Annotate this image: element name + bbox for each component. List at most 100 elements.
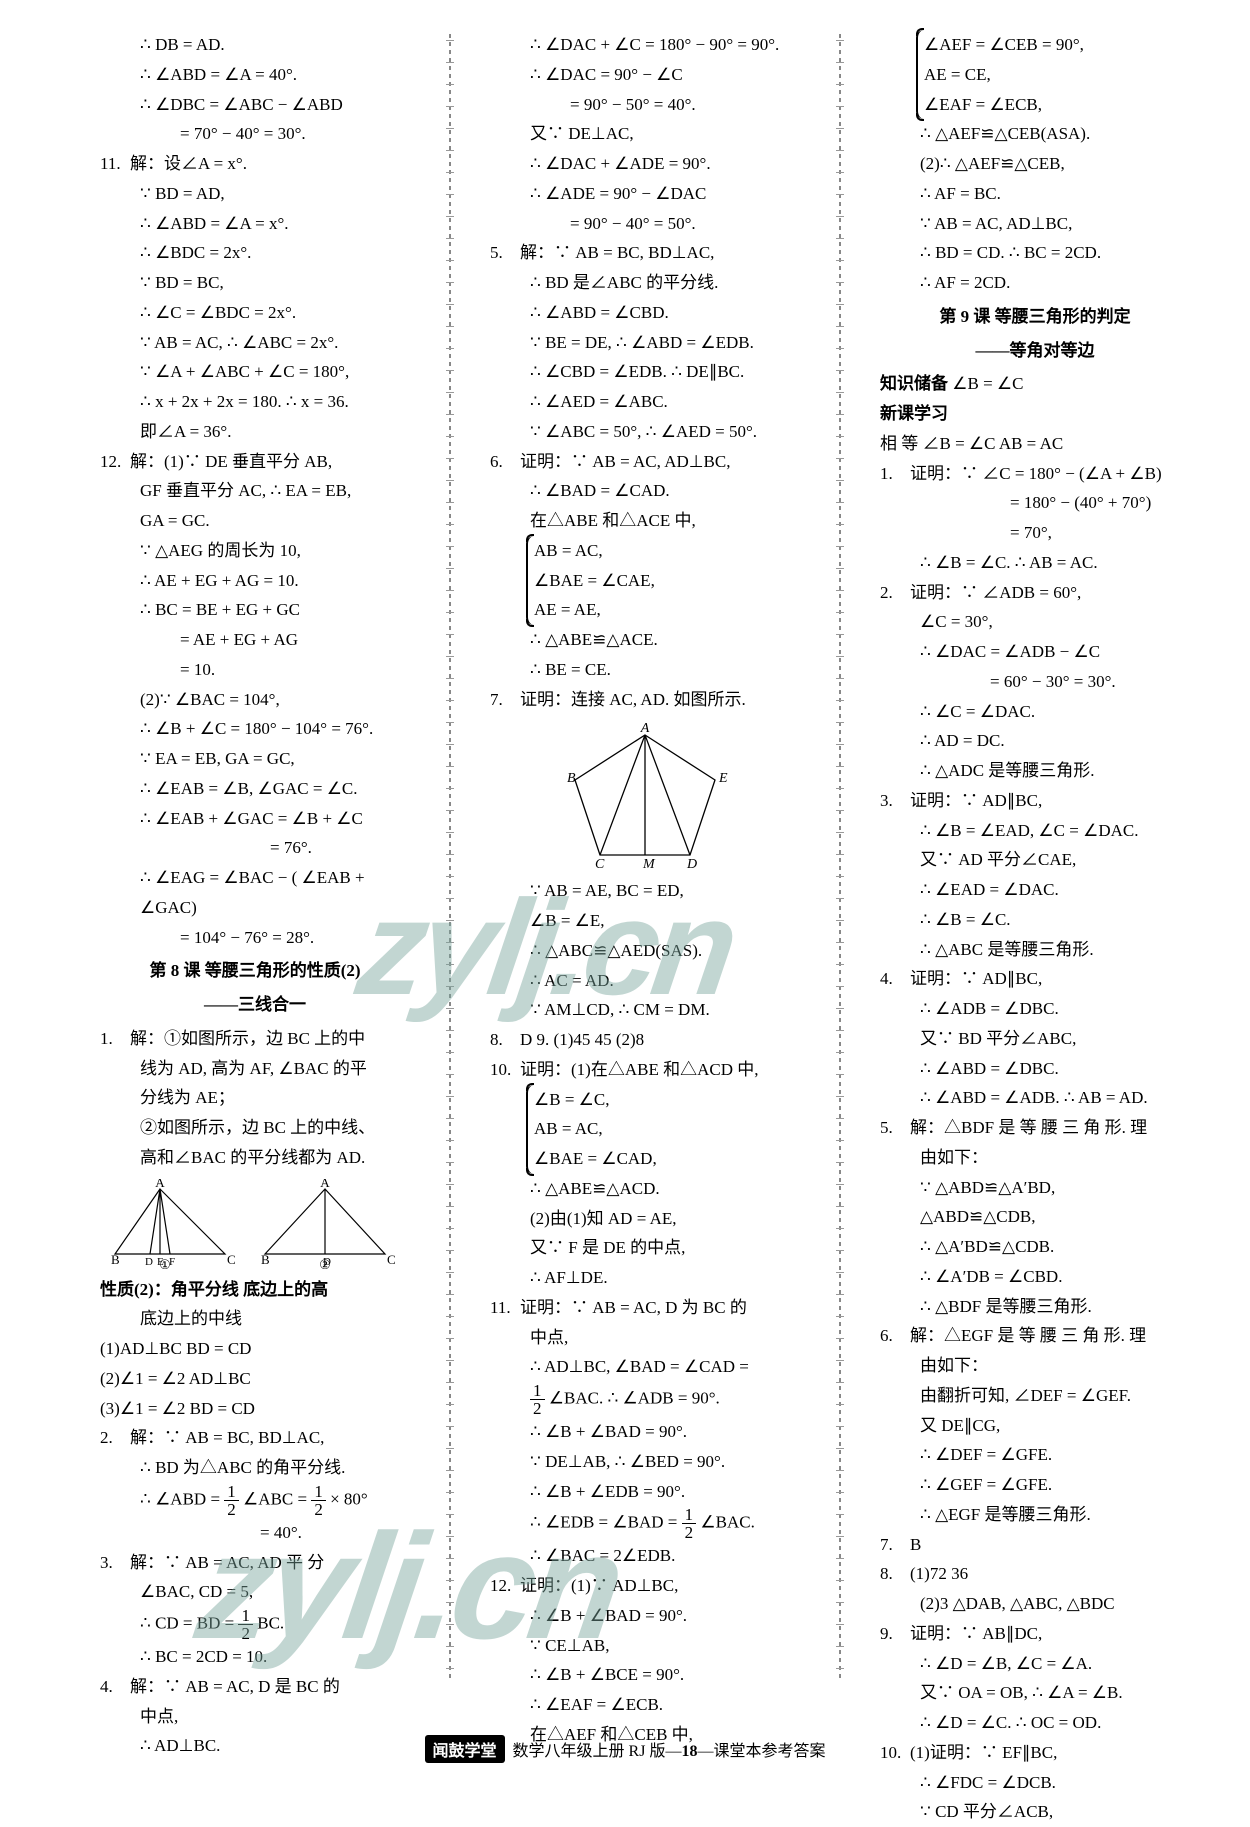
fraction-line: ∴ ∠EDB = ∠BAD = 12 ∠BAC. [490,1506,800,1541]
svg-text:M: M [642,857,656,870]
text: 中点, [490,1323,800,1353]
text: ∴ ∠C = ∠DAC. [880,697,1190,727]
text: = 40°. [100,1518,410,1548]
text: ∴ ∠BAC = 2∠EDB. [490,1541,800,1571]
text: ∴ ∠ABD = ∠A = x°. [100,209,410,239]
text: 高和∠BAC 的平分线都为 AD. [100,1143,410,1173]
denominator: 2 [224,1501,239,1518]
numerator: 1 [224,1483,239,1501]
text: ∴ AD⊥BC, ∠BAD = ∠CAD = [490,1352,800,1382]
text: = 104° − 76° = 28°. [100,923,410,953]
text: 由如下： [880,1351,1190,1381]
text: ∴ BD = CD. ∴ BC = 2CD. [880,238,1190,268]
item-4: 4.证明：∵ AD∥BC, [880,964,1190,994]
text: ∴ ∠ABD = ∠DBC. [880,1054,1190,1084]
text: ∠BAC. [696,1513,755,1532]
text: ∴ ∠B + ∠BCE = 90°. [490,1660,800,1690]
text: 解：∵ AB = AC, D 是 BC 的 [130,1677,340,1696]
text: 即∠A = 36°. [100,417,410,447]
text: 解：设∠A = x°. [130,154,247,173]
text: ∴ ∠ADE = 90° − ∠DAC [490,179,800,209]
text: 分线为 AE； [100,1083,410,1113]
text: ∴ ∠B = ∠EAD, ∠C = ∠DAC. [880,816,1190,846]
text: ∴ ∠B + ∠C = 180° − 104° = 76°. [100,714,410,744]
text: △ABD≌△CDB, [880,1202,1190,1232]
text: ∴ ∠BDC = 2x°. [100,238,410,268]
item-1: 1.证明：∵ ∠C = 180° − (∠A + ∠B) [880,459,1190,489]
text: 证明：∵ ∠C = 180° − (∠A + ∠B) [910,464,1162,483]
text: ∴ BC = 2CD = 10. [100,1642,410,1672]
denominator: 2 [311,1501,326,1518]
text: = 70°, [880,518,1190,548]
lesson-9-title: 第 9 课 等腰三角形的判定 [880,302,1190,332]
item-11: 11.解：设∠A = x°. [100,149,410,179]
text: 又∵ AD 平分∠CAE, [880,845,1190,875]
text: ∴ ∠DEF = ∠GFE. [880,1440,1190,1470]
pentagon-diagram: A B E C M D [545,720,745,870]
text: ∴ ∠B + ∠BAD = 90°. [490,1417,800,1447]
text: AE = AE, [534,595,800,625]
num-label: 12. [100,447,130,477]
text: (2)∵ ∠BAC = 104°, [100,685,410,715]
text: 由翻折可知, ∠DEF = ∠GEF. [880,1381,1190,1411]
brace-group: AB = AC, ∠BAE = ∠CAE, AE = AE, [526,536,800,625]
num-label: 9. [880,1619,910,1649]
text: ∴ AE + EG + AG = 10. [100,566,410,596]
svg-text:B: B [567,771,576,786]
footer-text: 数学八年级上册 RJ 版— [513,1743,682,1760]
svg-text:B: B [111,1252,120,1267]
text: ∵ CE⊥AB, [490,1631,800,1661]
text: AE = CE, [924,60,1190,90]
text: 解：∵ AB = BC, BD⊥AC, [520,243,714,262]
num-label: 7. [880,1530,910,1560]
text: ∠C = 30°, [880,607,1190,637]
text: ∴ ∠EDB = ∠BAD = [530,1513,682,1532]
text: ∴ DB = AD. [100,30,410,60]
text: AB = AC, [534,536,800,566]
num-label: 4. [880,964,910,994]
text: ∴ △AEF≌△CEB(ASA). [880,119,1190,149]
item-9: 9.证明：∵ AB∥DC, [880,1619,1190,1649]
page-footer: 闻鼓学堂 数学八年级上册 RJ 版—18—课堂本参考答案 [0,1735,1250,1763]
text: ∴ AF = 2CD. [880,268,1190,298]
text: ∠AEF = ∠CEB = 90°, [924,30,1190,60]
fraction-line: ∴ ∠ABD = 12 ∠ABC = 12 × 80° [100,1483,410,1518]
item-6: 6.证明：∵ AB = AC, AD⊥BC, [490,447,800,477]
num-label: 2. [100,1423,130,1453]
text: 解：∵ AB = AC, AD 平 分 [130,1553,324,1572]
text: 证明：连接 AC, AD. 如图所示. [520,690,746,709]
item-5: 5.解：△BDF 是 等 腰 三 角 形. 理 [880,1113,1190,1143]
text: 又∵ DE⊥AC, [490,119,800,149]
text: 解：△BDF 是 等 腰 三 角 形. 理 [910,1118,1147,1137]
text: ∴ AD = DC. [880,726,1190,756]
property-2: 性质(2)：角平分线 底边上的高 [100,1275,410,1305]
column-3: ∠AEF = ∠CEB = 90°, AE = CE, ∠EAF = ∠ECB,… [880,30,1190,1680]
text: ∴ ∠DBC = ∠ABC − ∠ABD [100,90,410,120]
text: ∴ ∠CBD = ∠EDB. ∴ DE∥BC. [490,357,800,387]
text: ∴ BD 为△ABC 的角平分线. [100,1453,410,1483]
item-8: 8.D 9. (1)45 45 (2)8 [490,1025,800,1055]
text: ∴ CD = BD = [140,1613,238,1632]
text: (3)∠1 = ∠2 BD = CD [100,1394,410,1424]
text: 由如下： [880,1143,1190,1173]
text: 证明：(1)在△ABE 和△ACD 中, [520,1060,758,1079]
text: ∴ ∠B = ∠C. ∴ AB = AC. [880,548,1190,578]
text: ∴ ∠B + ∠EDB = 90°. [490,1477,800,1507]
text: ∵ EA = EB, GA = GC, [100,744,410,774]
svg-text:A: A [320,1179,330,1190]
fraction-line: ∴ CD = BD = 12 BC. [100,1607,410,1642]
text: 在△ABE 和△ACE 中, [490,506,800,536]
text: ∴ x + 2x + 2x = 180. ∴ x = 36. [100,387,410,417]
text: (1)72 36 [910,1564,968,1583]
text: ∵ AM⊥CD, ∴ CM = DM. [490,995,800,1025]
text: ∵ AB = AC, ∴ ∠ABC = 2x°. [100,328,410,358]
text: ∠BAC. ∴ ∠ADB = 90°. [545,1388,720,1407]
text: = 70° − 40° = 30°. [100,119,410,149]
text: ∴ △EGF 是等腰三角形. [880,1500,1190,1530]
num-label: 5. [490,238,520,268]
text: ∴ BE = CE. [490,655,800,685]
text: GA = GC. [100,506,410,536]
text: ∴ ∠BAD = ∠CAD. [490,476,800,506]
num-label: 1. [100,1024,130,1054]
text: (2)由(1)知 AD = AE, [490,1204,800,1234]
